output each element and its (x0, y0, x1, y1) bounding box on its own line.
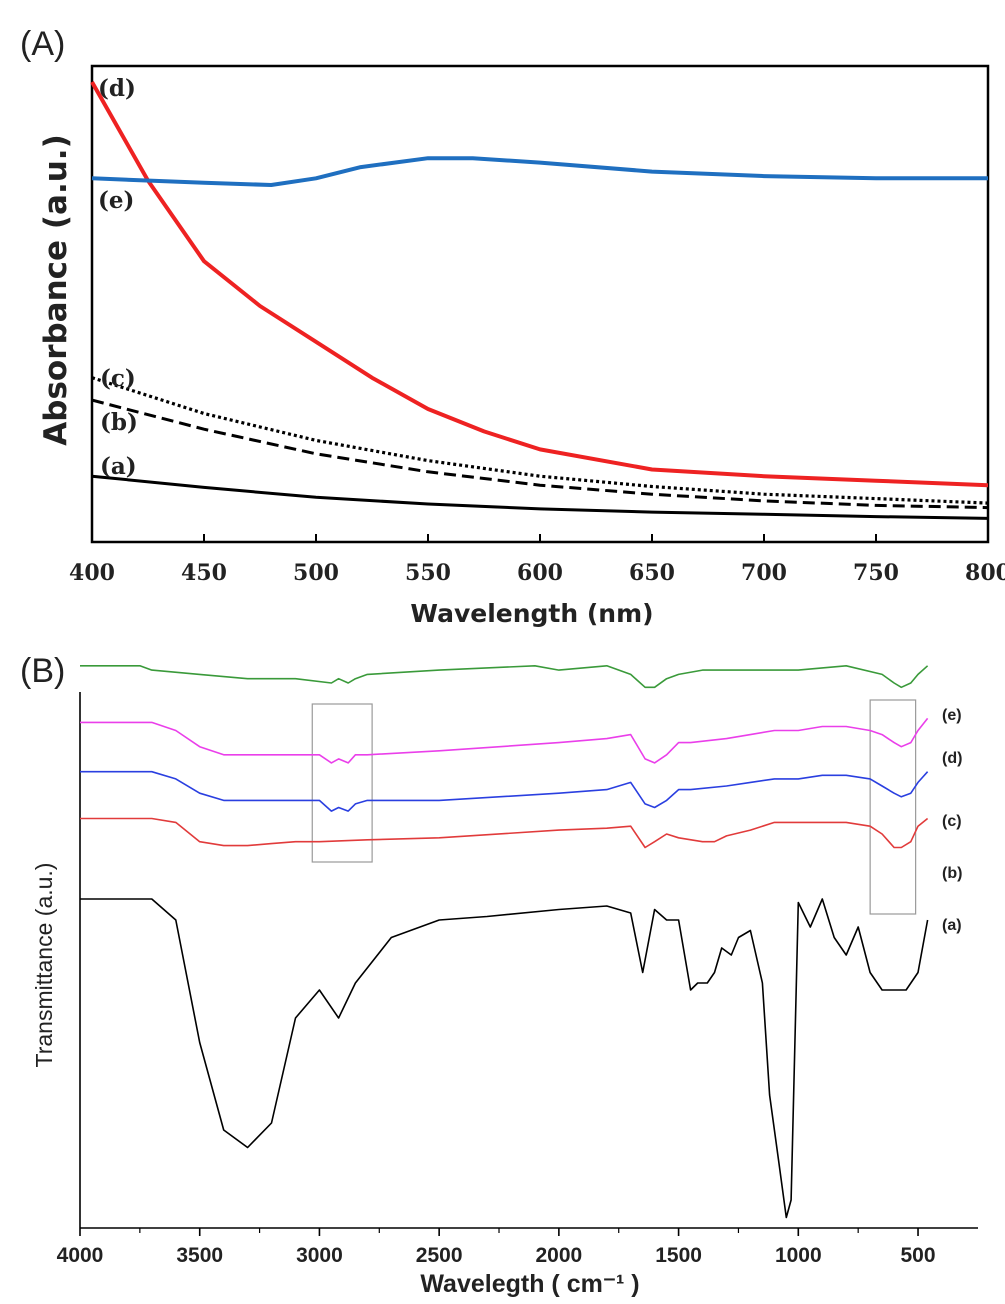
panel-a-x-tick-label: 400 (69, 560, 115, 586)
panel-b-y-axis-label: Transmittance (a.u.) (31, 863, 57, 1068)
panel-a-series (90, 81, 989, 520)
panel-a-y-axis-label: Absorbance (a.u.) (38, 134, 74, 445)
panel-a-label: (A) (20, 25, 65, 63)
panel-b-series-line-e (80, 664, 929, 689)
panel-a-x-tick-label: 650 (629, 560, 675, 586)
panel-b-curve-label-d: (d) (942, 750, 962, 767)
panel-a: (A) 400 450 500 550 600 650 700 750 800 (a) (b) (c… (20, 25, 1005, 628)
panel-a-x-tick-label: 550 (405, 560, 451, 586)
panel-a-series-line-e (91, 156, 988, 187)
panel-a-series-line-b (91, 398, 989, 510)
panel-b-curve-labels: (a) (b) (c) (d) (e) (942, 707, 962, 934)
panel-b-x-tick-label: 1000 (775, 1244, 822, 1267)
panel-b-series-line-a (80, 898, 929, 1219)
panel-a-plot-frame (90, 64, 990, 544)
panel-a-curve-label-b: (b) (100, 409, 138, 436)
panel-a-x-tick-label: 600 (517, 560, 563, 586)
panel-b-x-tick-label: 3500 (176, 1244, 223, 1267)
panel-a-curve-label-d: (d) (98, 75, 136, 102)
panel-b-series-line-c (80, 770, 929, 812)
panel-b-label: (B) (20, 652, 65, 690)
panel-b-x-tick-label: 2500 (416, 1244, 463, 1267)
panel-b-curve-label-a: (a) (942, 917, 962, 934)
panel-a-curve-labels: (a) (b) (c) (d) (e) (98, 75, 138, 480)
panel-a-curve-label-a: (a) (100, 453, 137, 480)
panel-b-curve-label-e: (e) (942, 707, 962, 724)
panel-a-series-line-d (90, 81, 989, 488)
panel-b-x-tick-label: 1500 (655, 1244, 702, 1267)
panel-a-x-ticks: 400 450 500 550 600 650 700 750 800 (69, 534, 1005, 586)
panel-b-curve-label-c: (c) (942, 813, 962, 830)
panel-b-x-tick-label: 500 (901, 1244, 936, 1267)
panel-b-highlight-box (869, 699, 917, 915)
panel-b: (B) 4000 3500 3000 2500 2000 1500 1000 500 (a)(… (20, 652, 978, 1298)
panel-b-series-line-b (80, 817, 929, 849)
panel-b-x-axis-label: Wavelegth ( cm⁻¹ ) (420, 1270, 639, 1298)
panel-a-x-axis-label: Wavelength (nm) (410, 599, 653, 628)
panel-a-curve-label-e: (e) (98, 187, 134, 214)
panel-a-x-tick-label: 450 (181, 560, 227, 586)
panel-b-x-tick-label: 4000 (57, 1244, 104, 1267)
panel-a-x-tick-label: 750 (853, 560, 899, 586)
panel-b-x-ticks: 4000 3500 3000 2500 2000 1500 1000 500 (57, 1228, 936, 1267)
panel-a-x-tick-label: 800 (965, 560, 1005, 586)
panel-b-x-tick-label: 2000 (536, 1244, 583, 1267)
panel-a-x-tick-label: 500 (293, 560, 339, 586)
panel-b-highlight-box (311, 703, 373, 863)
panel-a-curve-label-c: (c) (100, 365, 136, 392)
panel-a-series-line-a (91, 474, 989, 520)
panel-b-series (80, 664, 929, 1219)
panel-b-highlight-boxes (311, 699, 917, 915)
panel-a-x-tick-label: 700 (741, 560, 787, 586)
panel-b-series-line-d (80, 717, 929, 764)
panel-b-x-tick-label: 3000 (296, 1244, 343, 1267)
panel-b-curve-label-b: (b) (942, 865, 962, 882)
